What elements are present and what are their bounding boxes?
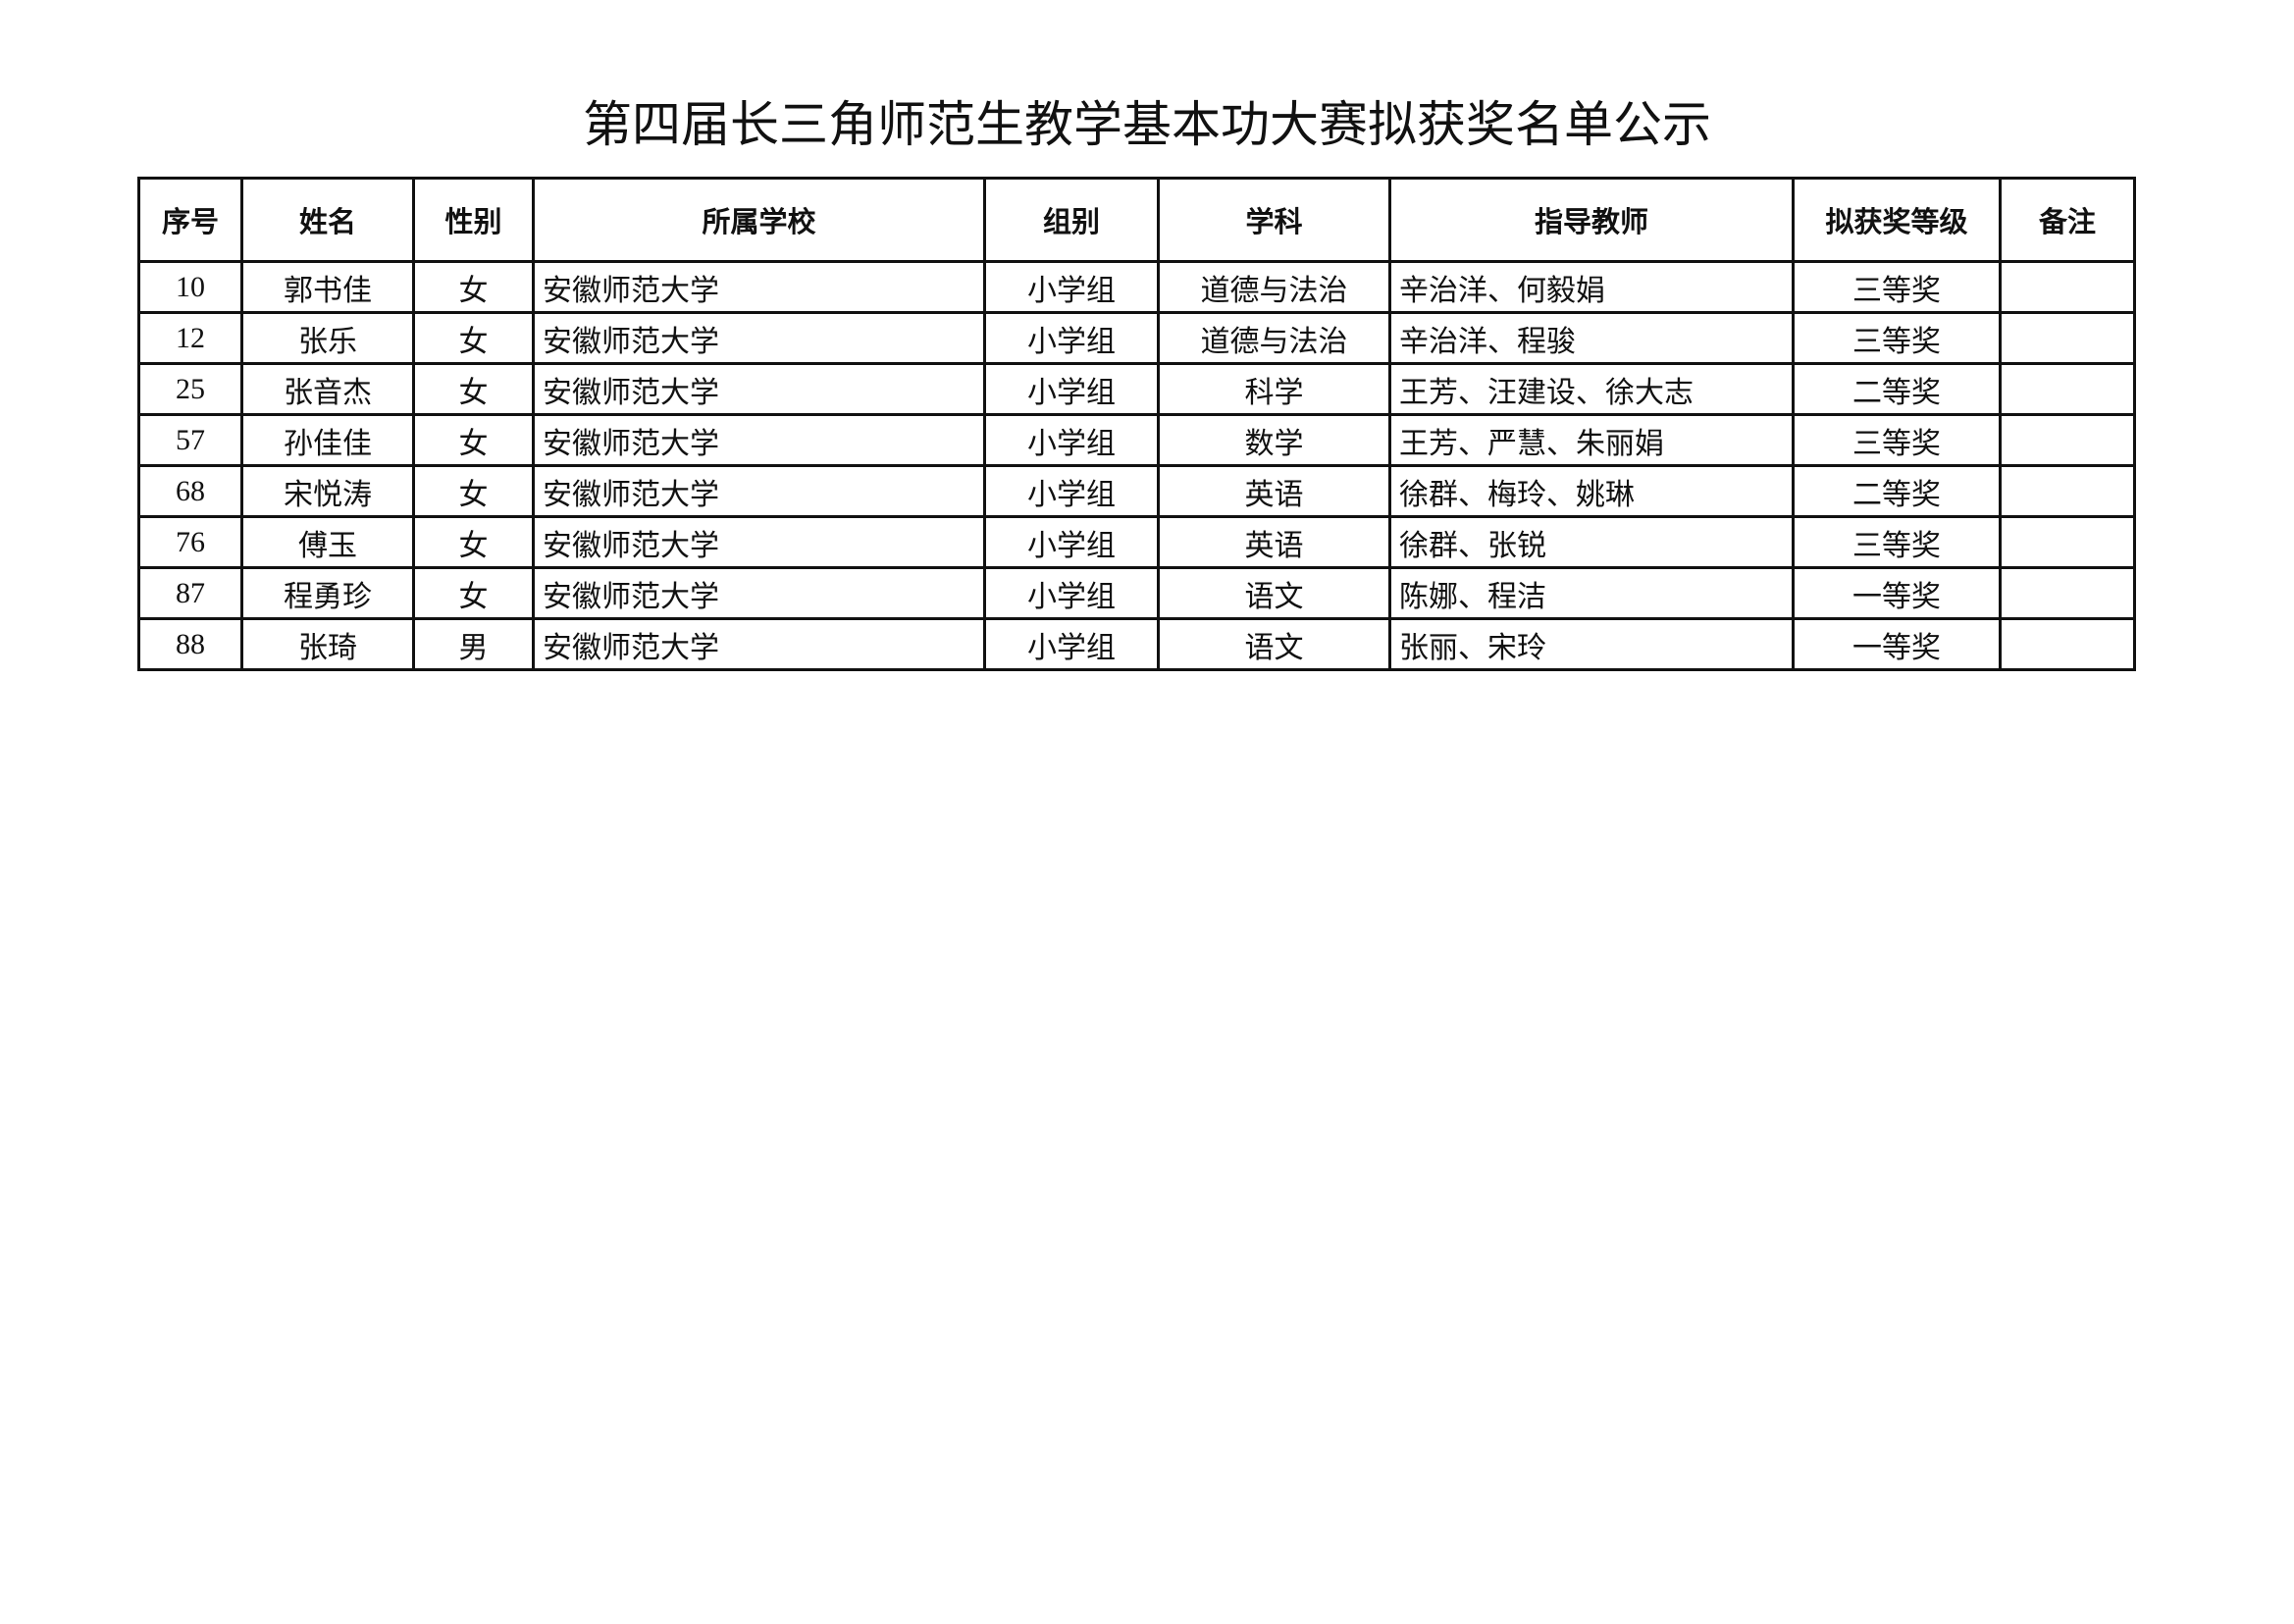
cell-remarks [1999,413,2136,467]
cell-name: 张琦 [240,617,415,671]
column-header-serial-number: 序号 [137,177,243,263]
cell-advisor: 辛治洋、程骏 [1388,311,1795,365]
cell-group: 小学组 [983,515,1160,569]
column-header-name: 姓名 [240,177,415,263]
cell-remarks [1999,566,2136,620]
cell-serial-number: 88 [137,617,243,671]
cell-subject: 语文 [1157,617,1391,671]
cell-name: 宋悦涛 [240,464,415,518]
cell-subject: 英语 [1157,464,1391,518]
cell-group: 小学组 [983,464,1160,518]
cell-subject: 科学 [1157,362,1391,416]
cell-name: 张乐 [240,311,415,365]
column-header-subject: 学科 [1157,177,1391,263]
cell-school: 安徽师范大学 [532,311,986,365]
cell-subject: 道德与法治 [1157,311,1391,365]
cell-award-level: 二等奖 [1792,362,2002,416]
cell-group: 小学组 [983,260,1160,314]
cell-name: 张音杰 [240,362,415,416]
cell-advisor: 辛治洋、何毅娟 [1388,260,1795,314]
cell-award-level: 三等奖 [1792,311,2002,365]
cell-award-level: 二等奖 [1792,464,2002,518]
cell-name: 郭书佳 [240,260,415,314]
cell-gender: 女 [412,362,535,416]
cell-subject: 道德与法治 [1157,260,1391,314]
cell-group: 小学组 [983,617,1160,671]
cell-subject: 数学 [1157,413,1391,467]
cell-school: 安徽师范大学 [532,362,986,416]
column-header-remarks: 备注 [1999,177,2136,263]
table-header-row: 序号 姓名 性别 所属学校 组别 学科 指导教师 拟获奖等级 备注 [137,177,2136,263]
cell-remarks [1999,464,2136,518]
column-header-gender: 性别 [412,177,535,263]
cell-remarks [1999,617,2136,671]
page-title: 第四届长三角师范生教学基本功大赛拟获奖名单公示 [583,97,1711,152]
table-row: 87 程勇珍女安徽师范大学 小学组 语文 陈娜、程洁 一等奖 [137,566,2136,620]
cell-remarks [1999,362,2136,416]
cell-group: 小学组 [983,362,1160,416]
table-row: 68 宋悦涛女安徽师范大学 小学组 英语 徐群、梅玲、姚琳 二等奖 [137,464,2136,518]
column-header-school: 所属学校 [532,177,986,263]
cell-advisor: 张丽、宋玲 [1388,617,1795,671]
cell-serial-number: 76 [137,515,243,569]
table-row: 76 傅玉女安徽师范大学 小学组 英语 徐群、张锐 三等奖 [137,515,2136,569]
cell-award-level: 三等奖 [1792,260,2002,314]
table-body: 10 郭书佳女安徽师范大学 小学组 道德与法治 辛治洋、何毅娟 三等奖 12 张乐女安徽师范大… [137,260,2136,671]
table-row: 10 郭书佳女安徽师范大学 小学组 道德与法治 辛治洋、何毅娟 三等奖 [137,260,2136,314]
table-row: 25 张音杰女安徽师范大学 小学组 科学 王芳、汪建设、徐大志 二等奖 [137,362,2136,416]
cell-gender: 女 [412,566,535,620]
cell-serial-number: 10 [137,260,243,314]
cell-name: 孙佳佳 [240,413,415,467]
cell-group: 小学组 [983,566,1160,620]
cell-group: 小学组 [983,413,1160,467]
cell-advisor: 徐群、张锐 [1388,515,1795,569]
cell-name: 程勇珍 [240,566,415,620]
cell-serial-number: 57 [137,413,243,467]
cell-school: 安徽师范大学 [532,515,986,569]
cell-advisor: 王芳、汪建设、徐大志 [1388,362,1795,416]
cell-gender: 女 [412,515,535,569]
cell-school: 安徽师范大学 [532,260,986,314]
cell-award-level: 三等奖 [1792,413,2002,467]
cell-school: 安徽师范大学 [532,566,986,620]
cell-advisor: 王芳、严慧、朱丽娟 [1388,413,1795,467]
table-row: 12 张乐女安徽师范大学 小学组 道德与法治 辛治洋、程骏 三等奖 [137,311,2136,365]
cell-school: 安徽师范大学 [532,464,986,518]
cell-gender: 男 [412,617,535,671]
column-header-advisor: 指导教师 [1388,177,1795,263]
cell-serial-number: 25 [137,362,243,416]
cell-gender: 女 [412,311,535,365]
award-list-table: 序号 姓名 性别 所属学校 组别 学科 指导教师 拟获奖等级 备注 10 郭书佳女安徽师范大学 小学… [137,177,2136,671]
cell-school: 安徽师范大学 [532,413,986,467]
cell-group: 小学组 [983,311,1160,365]
cell-serial-number: 68 [137,464,243,518]
cell-advisor: 徐群、梅玲、姚琳 [1388,464,1795,518]
cell-award-level: 一等奖 [1792,617,2002,671]
column-header-award-level: 拟获奖等级 [1792,177,2002,263]
cell-subject: 英语 [1157,515,1391,569]
cell-remarks [1999,515,2136,569]
cell-school: 安徽师范大学 [532,617,986,671]
cell-gender: 女 [412,464,535,518]
cell-award-level: 三等奖 [1792,515,2002,569]
cell-gender: 女 [412,413,535,467]
cell-subject: 语文 [1157,566,1391,620]
column-header-group: 组别 [983,177,1160,263]
cell-name: 傅玉 [240,515,415,569]
cell-serial-number: 12 [137,311,243,365]
cell-gender: 女 [412,260,535,314]
cell-advisor: 陈娜、程洁 [1388,566,1795,620]
cell-serial-number: 87 [137,566,243,620]
cell-remarks [1999,311,2136,365]
table-row: 57 孙佳佳女安徽师范大学 小学组 数学 王芳、严慧、朱丽娟 三等奖 [137,413,2136,467]
cell-award-level: 一等奖 [1792,566,2002,620]
cell-remarks [1999,260,2136,314]
table-row: 88 张琦男安徽师范大学 小学组 语文 张丽、宋玲 一等奖 [137,617,2136,671]
